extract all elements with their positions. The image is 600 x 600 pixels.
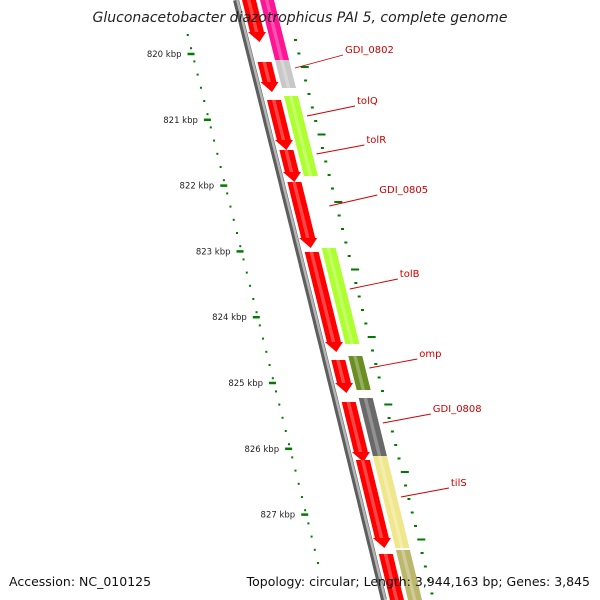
label-leader (369, 358, 418, 369)
accession-text: Accession: NC_010125 (9, 574, 152, 589)
cog-block (395, 550, 422, 600)
label-leader (316, 144, 365, 155)
cds-arrow (267, 100, 293, 150)
gene-label-tolq[interactable]: tolQ (357, 96, 378, 107)
label-leader (329, 194, 378, 207)
tick-label: 823 kbp (196, 247, 231, 257)
label-leaders (294, 54, 449, 498)
label-leader (349, 278, 398, 290)
cds-arrow (355, 460, 391, 548)
cog-block (284, 96, 309, 138)
tick-labels: 820 kbp 821 kbp 822 kbp 823 kbp 824 kbp 825 k… (147, 50, 295, 521)
gene-label-gdi_0805[interactable]: GDI_0805 (379, 185, 428, 196)
gene-label-tolb[interactable]: tolB (400, 269, 420, 280)
outer-minor-ticks (294, 39, 434, 595)
backbone-line (233, 0, 387, 600)
cds-arrow (279, 150, 301, 182)
cds-track (242, 0, 404, 600)
label-leader (294, 54, 344, 69)
gene-label-omp[interactable]: omp (419, 349, 441, 360)
cds-arrow (331, 360, 353, 393)
cog-block (275, 60, 296, 88)
label-leader (400, 487, 449, 498)
cds-arrow (242, 0, 266, 42)
tick-label: 822 kbp (180, 182, 215, 192)
inner-minor-ticks (186, 34, 320, 564)
gene-labels: GDI_0802 tolQ tolR GDI_0805 tolB omp GDI_0808t… (345, 45, 482, 489)
cog-block (294, 138, 318, 176)
cog-block (321, 248, 360, 344)
backbone-highlight (236, 0, 387, 600)
label-leader (382, 413, 431, 424)
tick-label: 824 kbp (212, 313, 247, 323)
map-title: Gluconacetobacter diazotrophicus PAI 5, … (92, 10, 508, 26)
cds-arrow (304, 252, 343, 352)
tick-label: 821 kbp (163, 116, 198, 126)
cds-arrow (257, 62, 279, 92)
backbone-ring (233, 0, 387, 600)
cog-track (260, 0, 422, 600)
label-leader (306, 105, 356, 117)
gene-label-gdi_0808[interactable]: GDI_0808 (433, 404, 482, 415)
genome-summary-text: Topology: circular; Length: 3,944,163 bp… (246, 574, 590, 589)
tick-label: 820 kbp (147, 50, 182, 60)
cds-arrow (341, 402, 370, 462)
cog-block (358, 398, 387, 456)
gene-label-gdi_0802[interactable]: GDI_0802 (345, 45, 394, 56)
tick-label: 825 kbp (228, 379, 263, 389)
cds-arrow (287, 182, 318, 248)
tick-label: 826 kbp (244, 445, 279, 455)
cds-arrow (378, 554, 404, 600)
cog-block (372, 456, 410, 548)
gene-label-tolr[interactable]: tolR (366, 135, 386, 146)
gene-label-tils[interactable]: tilS (451, 478, 467, 489)
cog-block (348, 356, 371, 390)
cog-block (260, 0, 289, 60)
tick-label: 827 kbp (261, 511, 296, 521)
